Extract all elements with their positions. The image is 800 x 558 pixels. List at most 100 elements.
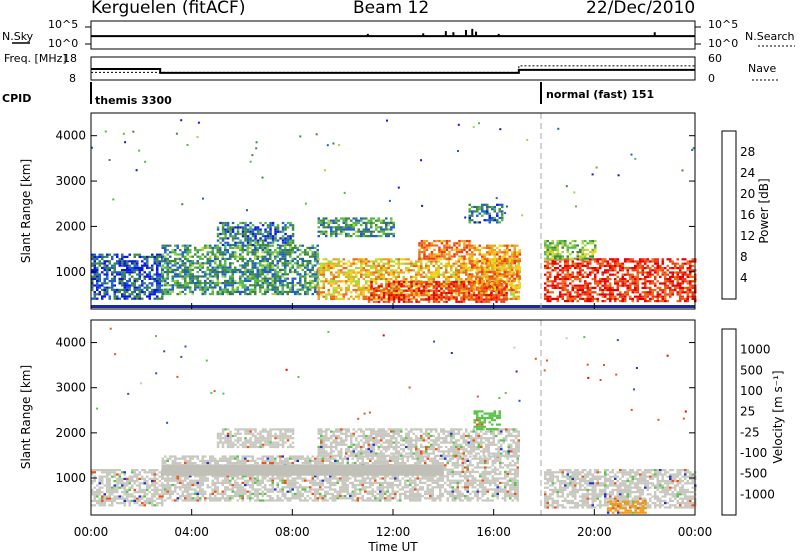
power-cell-r7 [604, 278, 607, 280]
power-cell-r1 [179, 282, 182, 284]
power-cell-r3 [413, 285, 416, 287]
power-cell-r1 [232, 275, 235, 277]
power-cell-r0 [126, 256, 129, 258]
power-cell-r3 [465, 267, 468, 269]
power-cell-r0 [126, 287, 129, 289]
power-cell-r1 [202, 258, 205, 260]
power-cell-r1 [162, 271, 165, 273]
power-cell-r3 [458, 282, 461, 284]
power-cell-r2 [229, 226, 232, 228]
velocity-cell-r0 [199, 499, 202, 501]
power-cell-r1 [172, 251, 175, 253]
power-cell-r0 [154, 258, 157, 260]
power-cell-r1 [187, 273, 190, 275]
power-cell-r6 [496, 273, 499, 275]
power-cell-r1 [292, 286, 295, 288]
power-cell-r9 [385, 226, 388, 228]
power-cell-r3 [373, 278, 376, 280]
power-cell-r7 [572, 287, 575, 289]
power-cell-r6 [506, 262, 509, 264]
power-scatter-point [332, 143, 334, 145]
power-cell-r5 [458, 242, 461, 244]
power-cell-r9 [385, 235, 388, 237]
power-cell-r3 [375, 282, 378, 284]
power-cell-r3 [435, 267, 438, 269]
power-cell-r10 [486, 213, 489, 215]
power-cell-r1 [262, 286, 265, 288]
power-cell-r9 [328, 220, 331, 222]
power-scatter-point [420, 159, 422, 161]
power-cell-r0 [156, 287, 159, 289]
power-cell-r4 [423, 290, 426, 292]
power-cell-r5 [461, 255, 464, 257]
power-cell-r0 [129, 267, 132, 269]
power-cell-r3 [383, 274, 386, 276]
power-cell-r1 [259, 256, 262, 258]
power-cell-r1 [302, 258, 305, 260]
velocity-cell-r0 [192, 462, 195, 464]
power-cell-r3 [323, 287, 326, 289]
power-cell-r7 [564, 300, 567, 302]
power-cell-r7 [584, 285, 587, 287]
power-cell-r1 [204, 280, 207, 282]
power-cell-r7 [632, 289, 635, 291]
power-cell-r6 [509, 282, 512, 284]
power-cell-r6 [501, 269, 504, 271]
power-cell-r1 [282, 282, 285, 284]
power-cell-r7 [614, 280, 617, 282]
power-cell-r8 [579, 249, 582, 251]
power-cell-r1 [202, 275, 205, 277]
power-cell-r1 [274, 269, 277, 271]
power-cell-r6 [469, 278, 472, 280]
power-cell-r1 [232, 278, 235, 280]
power-cell-r5 [448, 251, 451, 253]
power-cell-r7 [677, 300, 680, 302]
power-cell-r7 [614, 274, 617, 276]
power-cell-r3 [345, 282, 348, 284]
power-cell-r0 [146, 289, 149, 291]
power-scatter-point [398, 187, 400, 189]
power-cell-r5 [418, 258, 421, 260]
power-cell-r3 [380, 267, 383, 269]
power-cell-r7 [584, 291, 587, 293]
power-cell-r6 [504, 264, 507, 266]
power-cell-r3 [515, 291, 518, 293]
power-cell-r7 [589, 267, 592, 269]
power-cell-r1 [242, 264, 245, 266]
power-cell-r3 [323, 276, 326, 278]
power-cell-r7 [572, 285, 575, 287]
power-cell-r1 [182, 256, 185, 258]
power-cell-r1 [209, 275, 212, 277]
power-cell-r7 [647, 271, 650, 273]
power-cell-r0 [151, 265, 154, 267]
power-cell-r1 [177, 286, 180, 288]
power-cell-r6 [489, 264, 492, 266]
power-cell-r5 [446, 242, 449, 244]
power-cell-r2 [244, 233, 247, 235]
power-cell-r7 [654, 278, 657, 280]
velocity-cell-r0 [217, 477, 220, 479]
power-cell-r9 [393, 224, 396, 226]
power-cell-r4 [403, 296, 406, 298]
power-cell-r0 [136, 254, 139, 256]
power-cell-r1 [314, 256, 317, 258]
power-cell-r4 [445, 296, 448, 298]
power-cell-r0 [126, 289, 129, 291]
power-cell-r6 [514, 247, 517, 249]
power-cell-r4 [408, 281, 411, 283]
power-cell-r4 [393, 301, 396, 303]
velocity-cell-r0 [169, 486, 172, 488]
power-cell-r3 [363, 269, 366, 271]
power-cell-r1 [217, 258, 220, 260]
power-cell-r6 [481, 262, 484, 264]
power-cell-r3 [458, 269, 461, 271]
velocity-cell-r0 [189, 458, 192, 460]
power-cell-r4 [428, 290, 431, 292]
velocity-cell-r0 [209, 493, 212, 495]
power-cell-r0 [104, 273, 107, 275]
power-cell-r7 [579, 293, 582, 295]
velocity-cell-r0 [194, 482, 197, 484]
power-cell-r1 [212, 260, 215, 262]
power-cell-r1 [312, 275, 315, 277]
power-cell-r1 [237, 286, 240, 288]
